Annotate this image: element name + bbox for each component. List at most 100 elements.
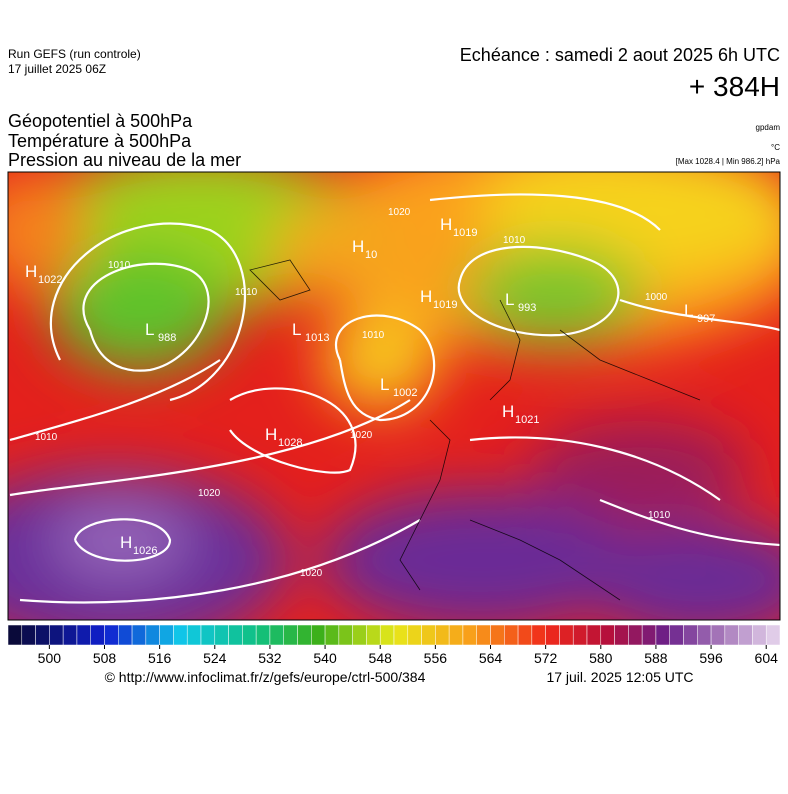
colorbar-cell (118, 624, 133, 646)
colorbar-cell (297, 624, 312, 646)
colorbar-tick-label: 532 (258, 650, 282, 666)
colorbar-tick-label: 508 (93, 650, 117, 666)
colorbar-cell (517, 624, 533, 646)
title-geopotential: Géopotentiel à 500hPa (8, 111, 193, 131)
center-letter: H (502, 402, 514, 421)
isobar-label: 1010 (648, 510, 671, 521)
center-value: 1019 (453, 227, 477, 239)
colorbar-cell (90, 624, 105, 646)
isobar-label: 1010 (235, 287, 258, 298)
generated-time: 17 juil. 2025 12:05 UTC (546, 669, 693, 685)
colorbar-cell (159, 624, 174, 646)
map-frame (7, 171, 781, 621)
colorbar-tick-label: 572 (534, 650, 558, 666)
colorbar-tick-label: 524 (203, 650, 227, 666)
center-value: 997 (697, 313, 715, 325)
colorbar-cell (628, 624, 643, 646)
colorbar-cell (269, 624, 284, 646)
colorbar-cell (393, 624, 409, 646)
colorbar-tick-label: 564 (479, 650, 503, 666)
isobar-label: 1020 (350, 430, 373, 441)
colorbar-cell (214, 624, 229, 646)
colorbar-cell (131, 624, 147, 646)
isobar-label: 1000 (645, 292, 668, 303)
colorbar-cell (311, 624, 326, 646)
colorbar-cell (600, 624, 615, 646)
colorbar-tick-label: 548 (369, 650, 393, 666)
colorbar-cell (407, 624, 422, 646)
colorbar-cell (586, 624, 602, 646)
colorbar-cell (35, 624, 50, 646)
colorbar-cell (242, 624, 257, 646)
isobar-label: 1010 (503, 235, 526, 246)
center-letter: H (352, 237, 364, 256)
colorbar-tick-label: 588 (644, 650, 668, 666)
colorbar-tick-label: 500 (38, 650, 62, 666)
center-value: 1021 (515, 414, 539, 426)
colorbar-cell (572, 624, 588, 646)
colorbar-cell (738, 624, 753, 646)
colorbar-tick-label: 516 (148, 650, 172, 666)
colorbar-cell (228, 624, 243, 646)
colorbar-cell (421, 624, 436, 646)
center-letter: H (420, 287, 432, 306)
map-field (8, 172, 780, 620)
colorbar-cell (655, 624, 670, 646)
colorbar-cell (765, 624, 781, 646)
isobar-label: 1020 (198, 488, 221, 499)
colorbar-cell (531, 624, 546, 646)
colorbar-tick-label: 556 (424, 650, 448, 666)
colorbar-cell (255, 624, 271, 646)
colorbar-cell (366, 624, 381, 646)
colorbar-cell (462, 624, 477, 646)
title-pressure: Pression au niveau de la mer (8, 150, 241, 170)
run-date: 17 juillet 2025 06Z (8, 62, 106, 76)
colorbar-cell (545, 624, 560, 646)
center-letter: L (684, 301, 693, 320)
colorbar-cell (173, 624, 188, 646)
colorbar-cell (145, 624, 160, 646)
center-letter: L (145, 320, 154, 339)
colorbar-cell (710, 624, 726, 646)
colorbar-cell (683, 624, 698, 646)
colorbar-cell (338, 624, 353, 646)
colorbar-cell (379, 624, 395, 646)
valid-time: Echéance : samedi 2 aout 2025 6h UTC (460, 45, 780, 65)
isobar-label: 1010 (35, 432, 58, 443)
colorbar-cell (49, 624, 64, 646)
colorbar-cell (559, 624, 574, 646)
colorbar-cell (200, 624, 216, 646)
colorbar-cell (324, 624, 340, 646)
center-letter: L (292, 320, 301, 339)
colorbar-cell (76, 624, 91, 646)
colorbar-cell (448, 624, 464, 646)
colorbar-tick-label: 540 (313, 650, 337, 666)
isobar-label: 1020 (300, 568, 323, 579)
center-letter: H (440, 215, 452, 234)
colorbar-tick-label: 580 (589, 650, 613, 666)
colorbar-cell (283, 624, 298, 646)
lead-time: + 384H (689, 71, 780, 102)
center-value: 993 (518, 302, 536, 314)
unit-pressure: [Max 1028.4 | Min 986.2] hPa (676, 157, 781, 166)
center-value: 1026 (133, 545, 157, 557)
colorbar-cell (7, 624, 23, 646)
center-value: 1002 (393, 387, 417, 399)
colorbar-cell (490, 624, 505, 646)
colorbar-cell (614, 624, 629, 646)
colorbar-cell (435, 624, 450, 646)
center-value: 1022 (38, 274, 62, 286)
center-letter: H (265, 425, 277, 444)
isobar-label: 1020 (388, 207, 411, 218)
source-url: © http://www.infoclimat.fr/z/gefs/europe… (105, 669, 426, 685)
center-value: 1028 (278, 437, 302, 449)
colorbar-cell (697, 624, 712, 646)
center-letter: L (380, 375, 389, 394)
center-letter: H (25, 262, 37, 281)
center-value: 1013 (305, 332, 329, 344)
center-value: 1019 (433, 299, 457, 311)
unit-temperature: °C (771, 143, 780, 152)
colorbar-cell (352, 624, 367, 646)
run-name: Run GEFS (run controle) (8, 47, 141, 61)
